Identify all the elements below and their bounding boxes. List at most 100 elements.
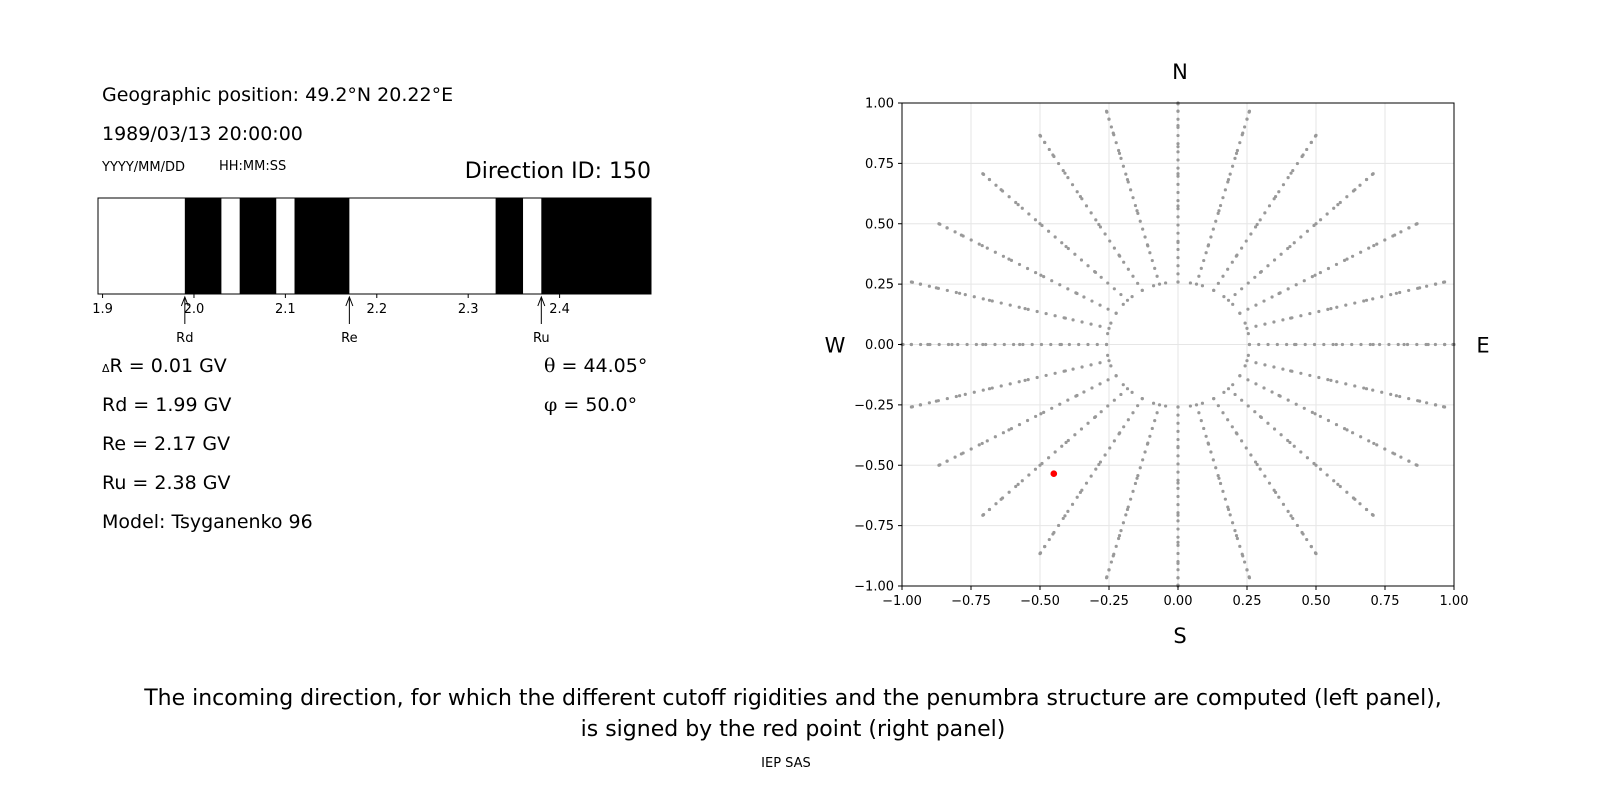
grid-point: [1176, 413, 1180, 417]
grid-point: [1212, 397, 1216, 401]
grid-point: [1230, 164, 1235, 168]
selected-direction-point: [1050, 470, 1058, 478]
grid-point: [1050, 406, 1054, 410]
grid-point: [1209, 450, 1213, 454]
grid-point: [1176, 437, 1180, 442]
grid-point: [1318, 270, 1322, 275]
grid-point: [1104, 109, 1109, 113]
x-tick-label: 2.4: [549, 302, 570, 317]
grid-point: [1098, 382, 1102, 386]
grid-point: [1067, 342, 1071, 347]
grid-point: [1052, 154, 1056, 159]
x-tick-label: 1.00: [1440, 594, 1469, 609]
grid-point: [972, 390, 976, 394]
grid-point: [1061, 516, 1065, 521]
grid-point: [1131, 196, 1135, 200]
grid-point: [1109, 321, 1113, 325]
grid-point: [1243, 364, 1247, 368]
grid-point: [1148, 251, 1152, 255]
grid-point: [1286, 287, 1290, 291]
grid-point: [956, 342, 960, 347]
grid-point: [1044, 311, 1048, 316]
grid-point: [1176, 166, 1180, 170]
grid-point: [909, 342, 913, 347]
grid-point: [1121, 302, 1125, 306]
grid-point: [1109, 125, 1113, 129]
grid-point: [969, 238, 973, 242]
grid-point: [1202, 258, 1206, 263]
grid-point: [1131, 274, 1135, 278]
grid-point: [927, 401, 931, 405]
grid-point: [927, 284, 931, 288]
grid-point: [1060, 444, 1064, 448]
grid-point: [1299, 371, 1303, 375]
grid-point: [1226, 298, 1231, 302]
grid-point: [1058, 342, 1062, 347]
grid-point: [1240, 552, 1244, 556]
grid-point: [1217, 209, 1221, 213]
grid-point: [1415, 222, 1419, 226]
grid-point: [1135, 476, 1139, 480]
grid-point: [1442, 280, 1447, 284]
grid-point: [937, 463, 941, 467]
grid-point: [1262, 299, 1266, 303]
grid-point: [1238, 141, 1242, 145]
grid-point: [1064, 440, 1068, 445]
grid-point: [1391, 234, 1395, 238]
grid-point: [1008, 382, 1012, 386]
grid-point: [1079, 427, 1084, 431]
grid-point: [1263, 474, 1267, 478]
grid-point: [1216, 474, 1220, 478]
grid-point: [1223, 497, 1227, 501]
grid-point: [1108, 239, 1112, 243]
penumbra-frame: [97, 197, 652, 295]
grid-point: [1364, 387, 1369, 391]
grid-point: [980, 441, 984, 446]
grid-point: [1299, 235, 1303, 239]
grid-point: [1126, 418, 1130, 422]
grid-point: [1007, 257, 1011, 261]
grid-point: [909, 405, 914, 409]
grid-point: [1257, 342, 1261, 347]
grid-point: [1272, 488, 1276, 492]
y-tick-label: −0.25: [854, 398, 894, 413]
grid-point: [1235, 148, 1240, 153]
grid-point: [1176, 470, 1180, 474]
grid-point: [1122, 425, 1126, 429]
grid-point: [1291, 168, 1295, 173]
sky-selected-point: [1050, 470, 1058, 478]
grid-point: [1345, 490, 1349, 494]
grid-point: [1272, 427, 1277, 431]
grid-point: [1294, 342, 1298, 347]
grid-point: [1016, 482, 1020, 486]
grid-point: [1253, 275, 1257, 279]
grid-point: [1194, 282, 1199, 286]
grid-point: [1375, 242, 1379, 246]
grid-point: [1109, 560, 1113, 564]
grid-point: [1117, 151, 1122, 156]
grid-point: [1043, 544, 1047, 549]
marker-label-re: Re: [341, 331, 357, 346]
grid-point: [954, 290, 958, 295]
grid-point: [1042, 410, 1046, 414]
grid-point: [1223, 188, 1227, 192]
grid-point: [1089, 322, 1093, 326]
grid-point: [950, 342, 954, 347]
grid-point: [1143, 450, 1147, 454]
grid-point: [1106, 353, 1110, 357]
grid-point: [1318, 414, 1322, 419]
grid-point: [1358, 183, 1362, 187]
grid-point: [1176, 576, 1180, 580]
grid-point: [1246, 404, 1250, 408]
grid-point: [1362, 299, 1366, 303]
grid-point: [1090, 386, 1094, 390]
grid-point: [1407, 459, 1411, 463]
grid-point: [1254, 303, 1258, 307]
grid-point: [1125, 177, 1130, 182]
grid-point: [1079, 258, 1084, 262]
grid-point: [1116, 536, 1121, 541]
grid-point: [1136, 211, 1140, 215]
model-name: Model: Tsyganenko 96: [102, 511, 313, 533]
grid-point: [1270, 390, 1274, 394]
grid-point: [1398, 394, 1402, 399]
